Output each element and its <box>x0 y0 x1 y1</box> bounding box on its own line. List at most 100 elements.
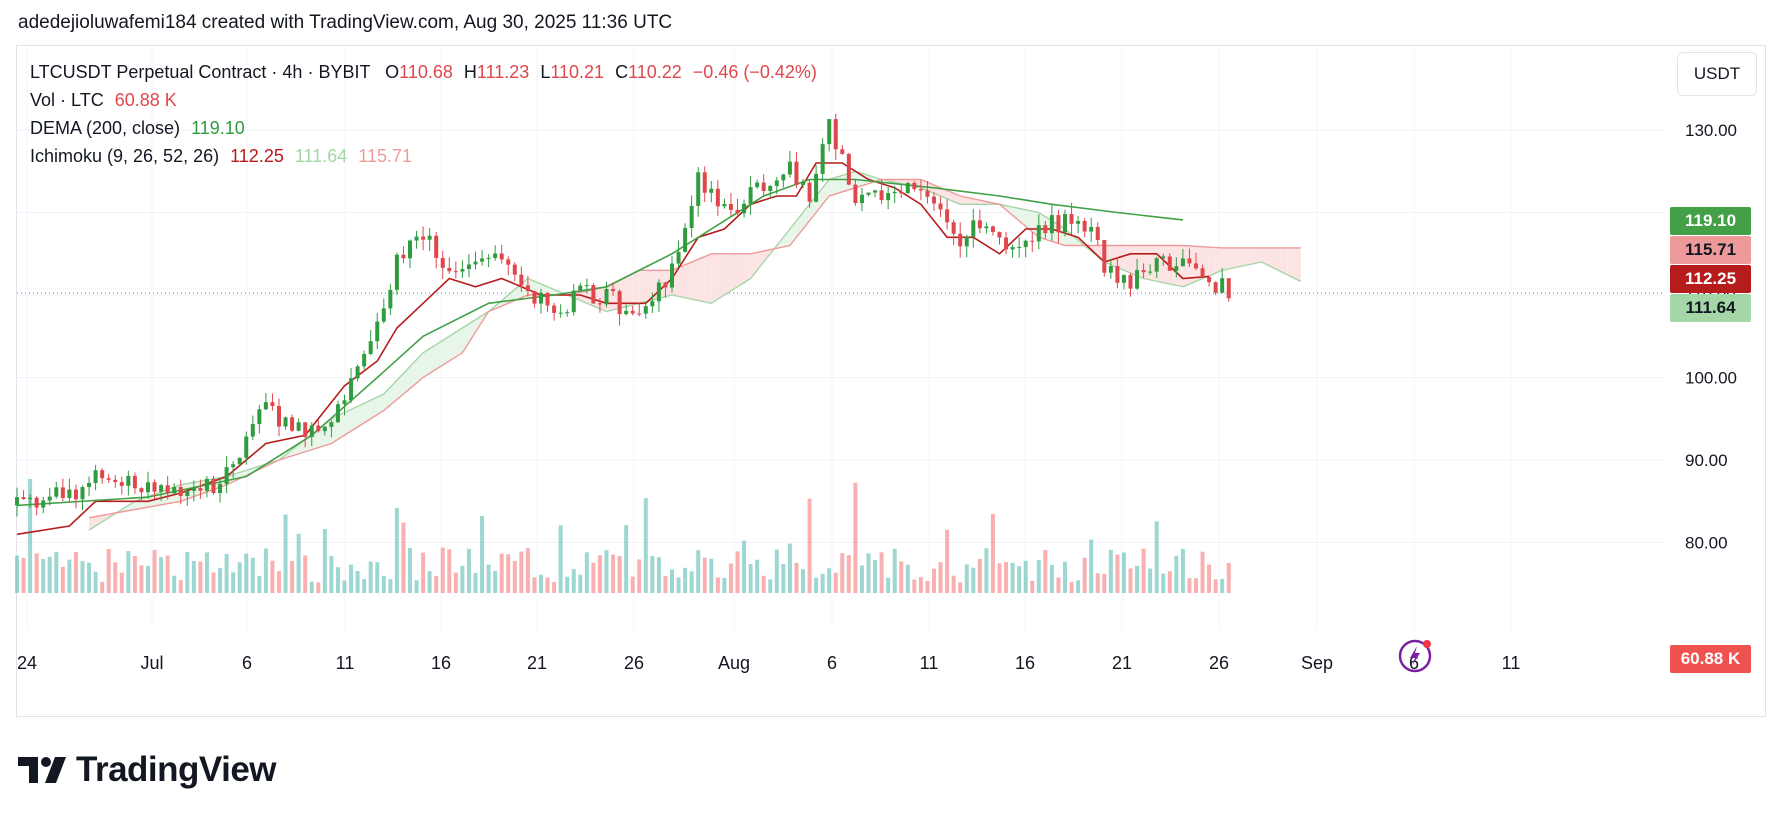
volume-bar <box>1135 565 1140 593</box>
candle <box>146 482 150 493</box>
cloud-segment <box>645 270 653 302</box>
ichimoku-conversion-value: 112.25 <box>230 146 284 166</box>
volume-bar <box>499 553 504 593</box>
volume-bar <box>257 575 262 593</box>
chart-frame[interactable] <box>16 45 1766 717</box>
volume-bar <box>1102 573 1107 593</box>
candle <box>1115 266 1120 283</box>
volume-bar <box>473 572 478 593</box>
candle <box>591 285 596 304</box>
cloud-segment <box>449 332 456 361</box>
volume-bar <box>951 575 956 593</box>
candle <box>15 497 19 506</box>
volume-bar <box>1069 582 1074 593</box>
ichimoku-span-a-value: 111.64 <box>294 146 348 166</box>
candle <box>1154 258 1159 272</box>
cloud-segment <box>1215 247 1223 273</box>
currency-button[interactable]: USDT <box>1677 52 1757 96</box>
cloud-segment <box>580 290 587 304</box>
candle <box>388 289 393 309</box>
candle <box>73 489 78 500</box>
x-tick-label: 24 <box>17 653 37 673</box>
candle <box>1030 240 1035 242</box>
volume-bar <box>28 478 33 593</box>
cloud-segment <box>1294 247 1301 282</box>
candle <box>87 482 92 488</box>
y-tick-label: 100.00 <box>1685 369 1737 388</box>
cloud-segment <box>403 366 410 394</box>
candle <box>735 209 740 214</box>
volume-bar <box>964 564 969 593</box>
candle <box>368 341 373 355</box>
lightning-icon[interactable] <box>1396 635 1436 675</box>
candle <box>1017 247 1022 249</box>
x-tick-label: Aug <box>718 653 750 673</box>
volume-bar <box>552 582 557 593</box>
volume-label[interactable]: Vol · LTC <box>30 90 104 110</box>
tradingview-logo-icon <box>18 757 66 783</box>
cloud-segment <box>1182 245 1190 287</box>
candle <box>198 488 203 491</box>
volume-bar <box>820 573 825 593</box>
volume-bar <box>165 555 170 593</box>
candle <box>453 271 458 273</box>
volume-bar <box>1030 580 1035 593</box>
tradingview-logo[interactable]: TradingView <box>18 750 277 790</box>
volume-bar <box>578 574 583 593</box>
candle <box>408 240 412 259</box>
ichimoku-label[interactable]: Ichimoku (9, 26, 52, 26) <box>30 146 220 166</box>
volume-bar <box>873 560 878 593</box>
volume-bar <box>296 533 301 593</box>
candle <box>447 267 452 272</box>
volume-bar <box>525 547 530 593</box>
candle <box>165 485 170 494</box>
candle <box>578 285 583 291</box>
volume-bar <box>597 555 602 593</box>
volume-bar <box>270 560 275 593</box>
cloud-segment <box>423 348 430 378</box>
candle <box>172 487 177 494</box>
volume-bar <box>742 540 747 593</box>
candle <box>807 182 812 202</box>
volume-bar <box>303 555 308 593</box>
volume-bar <box>938 562 943 593</box>
candle <box>152 482 157 492</box>
volume-bar <box>67 559 72 593</box>
cloud-segment <box>835 175 843 194</box>
y-tick-label: 80.00 <box>1685 534 1728 553</box>
volume-bar <box>159 557 164 593</box>
candle <box>1213 282 1218 293</box>
candle <box>918 189 923 191</box>
open-label: O <box>385 62 400 82</box>
cloud-segment <box>436 340 443 370</box>
symbol-label[interactable]: LTCUSDT Perpetual Contract · 4h · BYBIT <box>30 62 371 82</box>
candle <box>702 172 707 193</box>
volume-bar <box>709 558 714 593</box>
candle <box>191 488 196 491</box>
volume-bar <box>532 577 537 593</box>
volume-bar <box>879 552 884 593</box>
candle <box>211 478 216 494</box>
volume-bar <box>113 562 118 593</box>
candle <box>977 220 982 229</box>
candle <box>709 188 714 193</box>
volume-bar <box>1226 562 1231 593</box>
volume-bar <box>997 563 1002 593</box>
cloud-segment <box>468 319 476 343</box>
volume-bar <box>1141 548 1146 593</box>
volume-bar <box>362 579 367 593</box>
dema-label[interactable]: DEMA (200, close) <box>30 118 181 138</box>
volume-bar <box>650 555 655 593</box>
volume-bar <box>453 572 458 593</box>
volume-bar <box>512 560 517 593</box>
cloud-segment <box>1169 245 1177 286</box>
volume-bar <box>146 565 150 593</box>
candle <box>1063 214 1067 233</box>
volume-bar <box>801 569 805 593</box>
volume-bar <box>761 575 766 593</box>
cloud-segment <box>102 514 109 522</box>
volume-bar <box>1194 578 1198 593</box>
cloud-segment <box>730 253 738 291</box>
volume-bar <box>381 575 386 593</box>
